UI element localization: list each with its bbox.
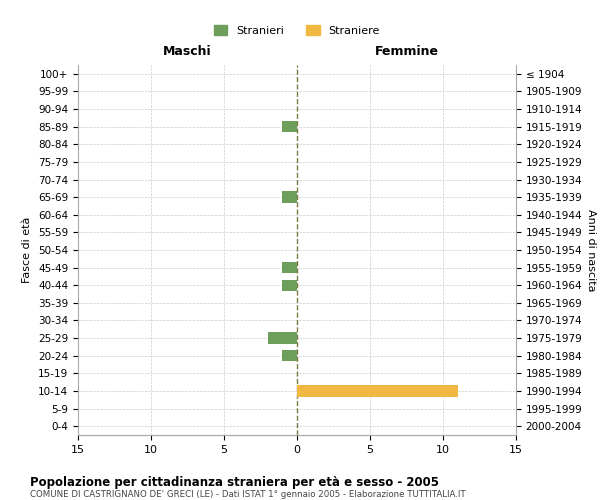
Bar: [283, 350, 297, 362]
Text: COMUNE DI CASTRIGNANO DE' GRECI (LE) - Dati ISTAT 1° gennaio 2005 - Elaborazione: COMUNE DI CASTRIGNANO DE' GRECI (LE) - D…: [30, 490, 466, 499]
Y-axis label: Anni di nascita: Anni di nascita: [586, 209, 596, 291]
Bar: [283, 280, 297, 291]
Y-axis label: Fasce di età: Fasce di età: [22, 217, 32, 283]
Bar: [297, 385, 458, 396]
Text: Maschi: Maschi: [163, 44, 212, 58]
Bar: [268, 332, 297, 344]
Text: Femmine: Femmine: [374, 44, 439, 58]
Text: Popolazione per cittadinanza straniera per età e sesso - 2005: Popolazione per cittadinanza straniera p…: [30, 476, 439, 489]
Legend: Stranieri, Straniere: Stranieri, Straniere: [209, 20, 385, 40]
Bar: [283, 262, 297, 274]
Bar: [283, 192, 297, 203]
Bar: [283, 121, 297, 132]
